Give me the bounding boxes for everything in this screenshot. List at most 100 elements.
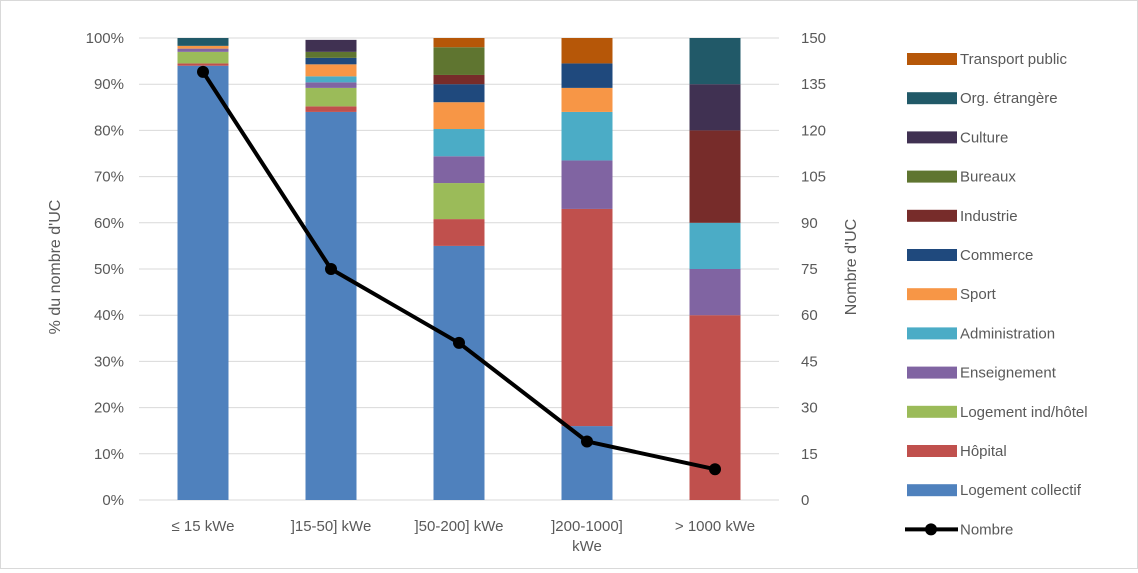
bar-segment	[433, 183, 485, 220]
nombre-point	[197, 65, 209, 78]
y2-tick-label: 150	[801, 30, 826, 47]
bar-segment	[433, 245, 485, 500]
y2-tick-label: 135	[801, 76, 826, 93]
y-tick-label: 20%	[94, 400, 124, 417]
secondary-y-axis-ticks: 0 15 30 45 60 75 90 105 120 135 150	[801, 30, 826, 509]
bar-segment	[433, 84, 485, 103]
legend-swatch	[907, 92, 957, 105]
bar-segment	[177, 51, 229, 64]
x-tick-label: kWe	[572, 538, 602, 555]
legend-swatch	[907, 445, 957, 457]
legend-label: Logement collectif	[960, 482, 1082, 499]
bar-segment	[561, 111, 613, 161]
y-tick-label: 0%	[102, 492, 124, 509]
bar-segment	[561, 208, 613, 427]
bar-segment	[177, 48, 229, 52]
nombre-point	[581, 435, 593, 448]
x-tick-label: ]200-1000]	[551, 518, 623, 535]
legend-swatch	[907, 288, 957, 301]
nombre-point	[709, 463, 721, 476]
y-tick-label: 10%	[94, 446, 124, 463]
x-axis-ticks: ≤ 15 kWe ]15-50] kWe ]50-200] kWe ]200-1000…	[172, 518, 756, 555]
legend-swatch	[907, 327, 957, 340]
legend-label: Org. étrangère	[960, 90, 1058, 107]
bar-segment	[433, 47, 485, 75]
legend-swatch	[907, 249, 957, 261]
legend-swatch	[907, 209, 957, 222]
legend-label: Commerce	[960, 247, 1033, 264]
y-tick-label: 70%	[94, 169, 124, 186]
legend: Transport public Org. étrangère Culture Bur…	[905, 51, 1088, 538]
x-tick-label: > 1000 kWe	[675, 518, 755, 535]
bar-segment	[561, 87, 613, 112]
legend-label: Industrie	[960, 208, 1018, 225]
y-axis-label: % du nombre d'UC	[47, 200, 64, 335]
bar-segment	[689, 222, 741, 269]
bar-segment	[433, 156, 485, 184]
bar-segment	[689, 269, 741, 316]
bar-segment	[433, 38, 485, 48]
bar-segment	[689, 38, 741, 85]
bar-segment	[689, 84, 741, 131]
nombre-point	[325, 263, 337, 275]
y2-tick-label: 90	[801, 215, 818, 232]
legend-swatch	[907, 131, 957, 144]
legend-label: Hôpital	[960, 443, 1007, 460]
legend-swatch	[907, 366, 957, 379]
x-tick-label: ]15-50] kWe	[291, 518, 372, 535]
bar-segment	[305, 111, 357, 501]
legend-label: Enseignement	[960, 365, 1057, 382]
y-tick-label: 60%	[94, 215, 124, 232]
bar-segment	[177, 63, 229, 66]
y-tick-label: 80%	[94, 122, 124, 139]
legend-label: Transport public	[960, 51, 1067, 68]
bar-segment	[305, 51, 357, 58]
y2-tick-label: 75	[801, 261, 818, 278]
legend-label: Bureaux	[960, 169, 1016, 186]
bar-segment	[305, 82, 357, 88]
x-tick-label: ]50-200] kWe	[415, 518, 504, 535]
y2-tick-label: 60	[801, 307, 818, 324]
bar-segment	[561, 160, 613, 209]
nombre-point	[453, 336, 465, 349]
bar-segment	[305, 76, 357, 83]
legend-swatch	[907, 484, 957, 497]
y2-tick-label: 0	[801, 492, 809, 509]
bar-segment	[305, 57, 357, 65]
bar-segment	[561, 38, 613, 64]
y2-tick-label: 120	[801, 122, 826, 139]
legend-label: Logement ind/hôtel	[960, 404, 1088, 421]
legend-label: Sport	[960, 286, 997, 303]
x-tick-label: ≤ 15 kWe	[172, 518, 235, 535]
y2-tick-label: 15	[801, 446, 818, 463]
legend-label: Administration	[960, 325, 1055, 342]
bar-segment	[305, 106, 357, 112]
legend-label: Nombre	[960, 521, 1013, 538]
bar-segment	[433, 219, 485, 246]
y2-tick-label: 30	[801, 400, 818, 417]
bar-segment	[433, 74, 485, 85]
legend-swatch	[907, 170, 957, 183]
y-tick-label: 100%	[86, 30, 124, 47]
bar-segment	[561, 63, 613, 88]
y-tick-label: 40%	[94, 307, 124, 324]
bar-segment	[305, 64, 357, 77]
legend-swatch	[907, 405, 957, 418]
bar-segment	[305, 87, 357, 107]
bar-segment	[177, 38, 229, 46]
legend-label: Culture	[960, 129, 1008, 146]
y-tick-label: 90%	[94, 76, 124, 93]
legend-marker	[925, 523, 937, 536]
bar-segment	[305, 39, 357, 52]
y-tick-label: 30%	[94, 353, 124, 370]
secondary-y-axis-label: Nombre d'UC	[843, 219, 860, 315]
y2-tick-label: 45	[801, 353, 818, 370]
y-tick-label: 50%	[94, 261, 124, 278]
bars	[177, 38, 741, 501]
line-series	[197, 65, 721, 476]
y-axis-ticks: 0% 10% 20% 30% 40% 50% 60% 70% 80% 90% 100%	[86, 30, 124, 509]
bar-segment	[433, 129, 485, 157]
y2-tick-label: 105	[801, 169, 826, 186]
